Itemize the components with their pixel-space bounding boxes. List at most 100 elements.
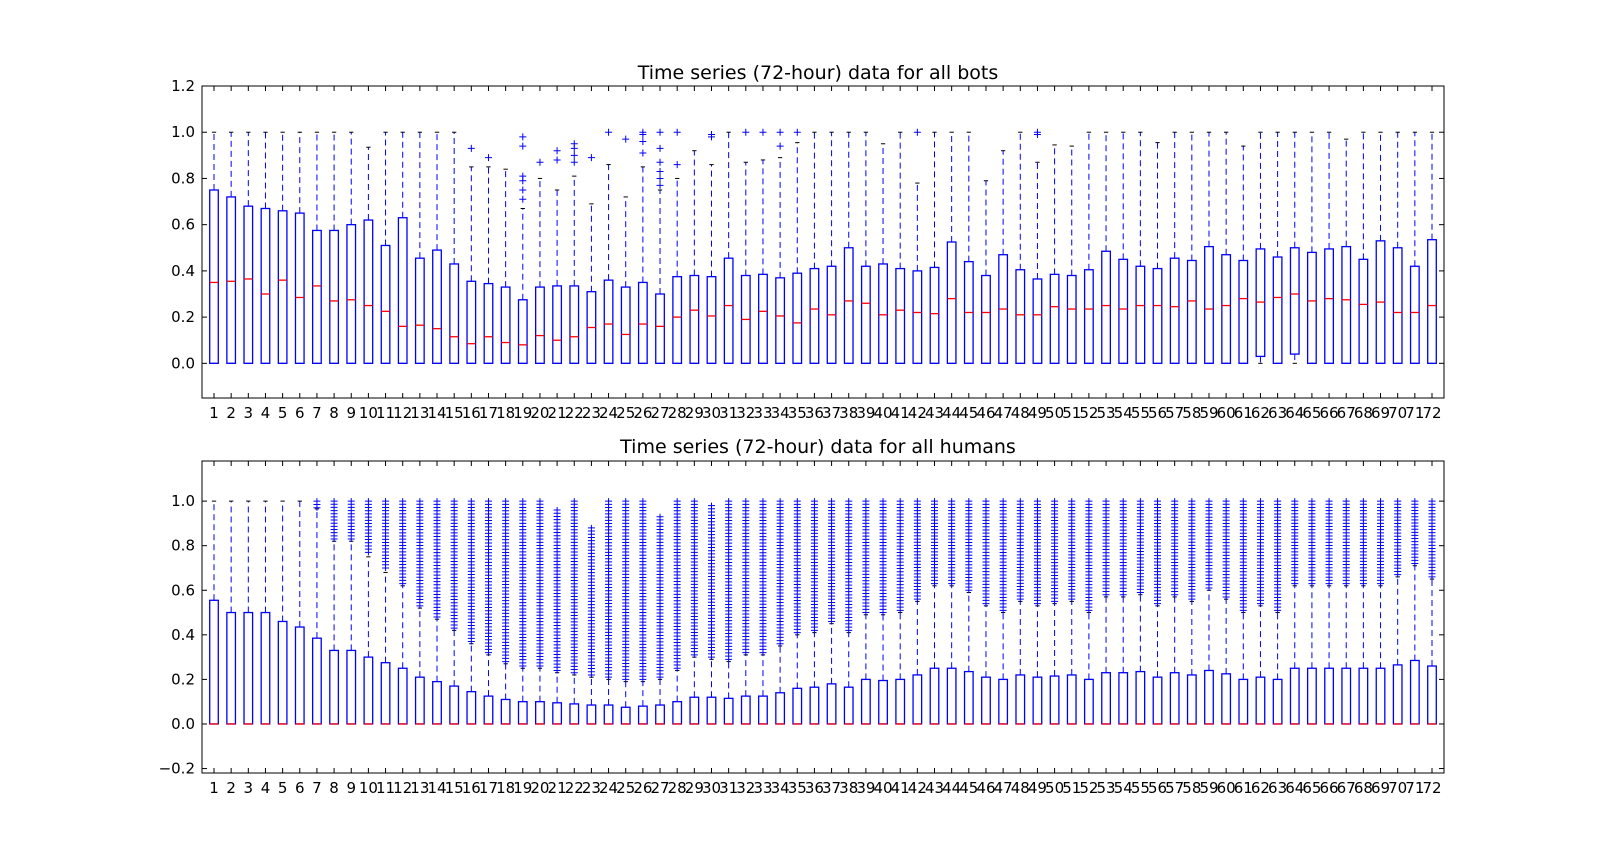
humans-x-tick-label: 34: [771, 779, 790, 797]
humans-box-19: [517, 498, 528, 725]
bots-outlier: [519, 133, 527, 141]
bots-x-tick-label: 15: [445, 404, 464, 422]
bots-box-iqr: [414, 257, 425, 364]
bots-x-tick-label: 37: [822, 404, 841, 422]
humans-box-32: [740, 498, 751, 725]
humans-x-tick-label: 9: [346, 779, 356, 797]
bots-box-40: [878, 143, 888, 364]
humans-x-tick-label: 38: [839, 779, 858, 797]
bots-box-24: [603, 128, 614, 364]
bots-x-tick-label: 51: [1062, 404, 1081, 422]
humans-box-27: [655, 513, 665, 725]
humans-x-tick-label: 3: [244, 779, 254, 797]
bots-box-57: [1169, 131, 1180, 364]
humans-outliers: [587, 524, 595, 678]
bots-box-50: [1049, 144, 1060, 364]
bots-box-72: [1427, 131, 1437, 364]
bots-y-tick-label: 1.2: [171, 77, 195, 95]
humans-box-62: [1255, 498, 1266, 725]
bots-x-tick-label: 61: [1234, 404, 1253, 422]
humans-x-tick-label: 49: [1028, 779, 1047, 797]
bots-box-52: [1083, 131, 1094, 364]
humans-x-tick-label: 63: [1268, 779, 1287, 797]
bots-box-31: [723, 131, 734, 364]
humans-outliers: [1274, 498, 1282, 614]
bots-x-tick-label: 45: [959, 404, 978, 422]
bots-box-33: [758, 128, 768, 364]
humans-x-tick-label: 15: [445, 779, 464, 797]
bots-box-55: [1135, 131, 1146, 364]
humans-y-tick-label: 0.6: [171, 581, 195, 599]
humans-outliers: [1102, 498, 1110, 598]
bots-x-tick-label: 49: [1028, 404, 1047, 422]
bots-box-iqr: [792, 272, 803, 364]
humans-x-tick-label: 27: [650, 779, 669, 797]
humans-outliers: [673, 498, 681, 672]
bots-x-tick-label: 20: [530, 404, 549, 422]
humans-box-45: [963, 498, 974, 725]
humans-x-tick-label: 25: [616, 779, 635, 797]
humans-box-14: [432, 498, 442, 725]
bots-x-tick-label: 58: [1182, 404, 1201, 422]
humans-outliers: [1256, 498, 1264, 607]
humans-outliers: [793, 498, 801, 636]
humans-outliers: [707, 502, 715, 661]
bots-outlier: [656, 144, 664, 152]
bots-x-tick-label: 46: [976, 404, 995, 422]
bots-outlier: [570, 158, 578, 166]
bots-x-tick-label: 3: [244, 404, 254, 422]
bots-box-iqr: [1186, 259, 1197, 364]
humans-x-tick-label: 46: [976, 779, 995, 797]
humans-x-tick-label: 65: [1302, 779, 1321, 797]
humans-box-38: [843, 498, 854, 725]
bots-x-tick-label: 32: [736, 404, 755, 422]
humans-outliers: [1205, 498, 1213, 592]
humans-box-21: [552, 507, 563, 725]
humans-box-66: [1324, 498, 1335, 725]
bots-box-63: [1272, 131, 1283, 364]
humans-x-tick-label: 56: [1148, 779, 1167, 797]
bots-x-tick-label: 54: [1114, 404, 1133, 422]
humans-x-tick-label: 53: [1097, 779, 1116, 797]
bots-box-iqr: [1324, 248, 1335, 364]
bots-box-iqr: [277, 210, 288, 364]
humans-x-tick-label: 13: [410, 779, 429, 797]
humans-box-30: [706, 502, 717, 725]
bots-x-tick-label: 66: [1320, 404, 1339, 422]
bots-box-20: [535, 158, 545, 364]
humans-outliers: [828, 498, 836, 625]
bots-outlier: [1033, 128, 1041, 136]
bots-box-iqr: [1358, 258, 1369, 364]
bots-box-70: [1392, 131, 1403, 364]
humans-outliers: [416, 498, 424, 609]
bots-box-25: [620, 135, 631, 364]
bots-box-iqr: [929, 266, 940, 364]
humans-y-tick-label: 0.2: [171, 670, 195, 688]
humans-x-tick-label: 43: [925, 779, 944, 797]
bots-box-44: [946, 131, 957, 364]
humans-x-tick-label: 18: [496, 779, 515, 797]
bots-box-iqr: [1015, 269, 1026, 364]
humans-box-46: [981, 498, 991, 725]
humans-box-58: [1186, 498, 1197, 725]
bots-y-tick-label: 0.2: [171, 308, 195, 326]
bots-x-tick-label: 57: [1165, 404, 1184, 422]
bots-box-iqr: [723, 257, 734, 364]
bots-x-tick-label: 50: [1045, 404, 1064, 422]
bots-box-iqr: [1049, 273, 1060, 364]
bots-box-6: [294, 131, 305, 364]
bots-box-iqr: [569, 285, 580, 364]
humans-box-71: [1409, 498, 1420, 725]
humans-x-tick-label: 12: [393, 779, 412, 797]
bots-box-iqr: [637, 281, 648, 364]
humans-outliers: [1136, 498, 1144, 596]
humans-outliers: [931, 498, 939, 587]
humans-box-39: [860, 498, 871, 725]
bots-box-iqr: [706, 276, 717, 364]
humans-outliers: [1068, 498, 1076, 603]
humans-box-49: [1032, 498, 1043, 725]
humans-x-tick-label: 30: [702, 779, 721, 797]
humans-x-tick-label: 66: [1320, 779, 1339, 797]
